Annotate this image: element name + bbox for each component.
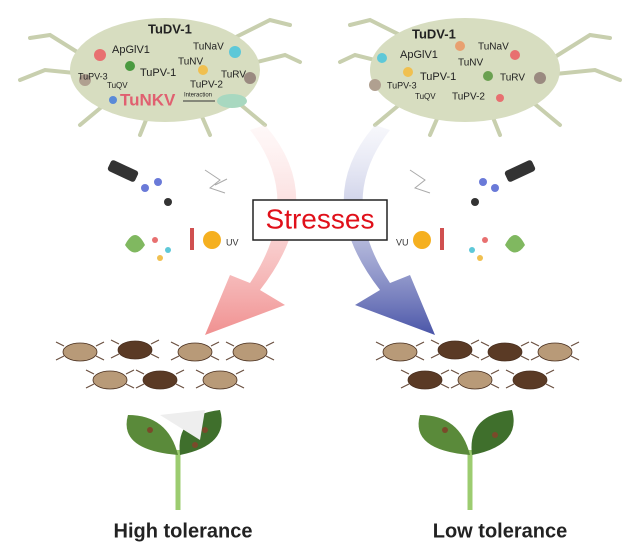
virus-label: TuDV-1 [148,21,192,36]
virus-label: ApGlV1 [400,49,438,61]
cpr-badge [217,94,247,108]
virus-label: TuQV [107,81,128,90]
mite-legs [170,341,220,361]
mite [382,342,418,362]
mite-legs [450,369,500,389]
mite [177,342,213,362]
mite-legs [195,369,245,389]
mite [142,370,178,390]
virus-label: TuPV-3 [387,80,417,90]
mite-legs [430,339,480,359]
virus-label: TuNaV [193,42,224,53]
virus-label: TuRV [221,70,246,81]
mite [512,370,548,390]
virus-label: TuNaV [478,42,509,53]
mite-legs [225,341,275,361]
interaction-label: Interaction [184,93,212,99]
arrow-low [343,125,435,335]
mite-left [18,17,302,137]
mite [62,342,98,362]
arrow-high [205,125,297,335]
virus-label: TuNV [178,57,204,68]
virus-label: TuQV [415,92,436,101]
stress-icons [107,160,536,261]
mite-legs [135,369,185,389]
virus-label: TuPV-3 [78,71,108,81]
plant-left [126,410,222,510]
virus-label: TuRV [500,73,525,84]
virus-label: TuPV-1 [140,67,176,79]
virus-label: TuPV-1 [420,71,456,83]
mite [537,342,573,362]
mite-legs [480,341,530,361]
virus-label: ApGlV1 [112,44,150,56]
mite-groups [55,339,580,390]
virus-label: TuDV-1 [412,26,456,41]
mite [92,370,128,390]
mite-legs [55,341,105,361]
virus-label: TuPV-2 [190,80,223,91]
outcome-label: Low tolerance [433,520,567,542]
outcome-label: High tolerance [114,520,253,542]
mite [117,340,153,360]
mite [487,342,523,362]
mite-legs [505,369,555,389]
mite-legs [85,369,135,389]
virus-icons [79,41,546,104]
mite [437,340,473,360]
mite-legs [530,341,580,361]
plant-right [418,410,514,510]
virus-label: TuPV-2 [452,92,485,103]
mite [457,370,493,390]
stresses-box [252,199,388,241]
mite-legs [110,339,160,359]
mite [202,370,238,390]
mite [232,342,268,362]
stresses-label: Stresses [266,203,375,234]
mite [407,370,443,390]
uv-label: VU [396,237,409,247]
virus-label: TuNV [458,58,484,69]
mite-right [338,17,622,137]
mite-legs [400,369,450,389]
mite-legs [375,341,425,361]
highlight-virus: TuNKV [120,90,176,109]
uv-label: UV [226,237,239,247]
